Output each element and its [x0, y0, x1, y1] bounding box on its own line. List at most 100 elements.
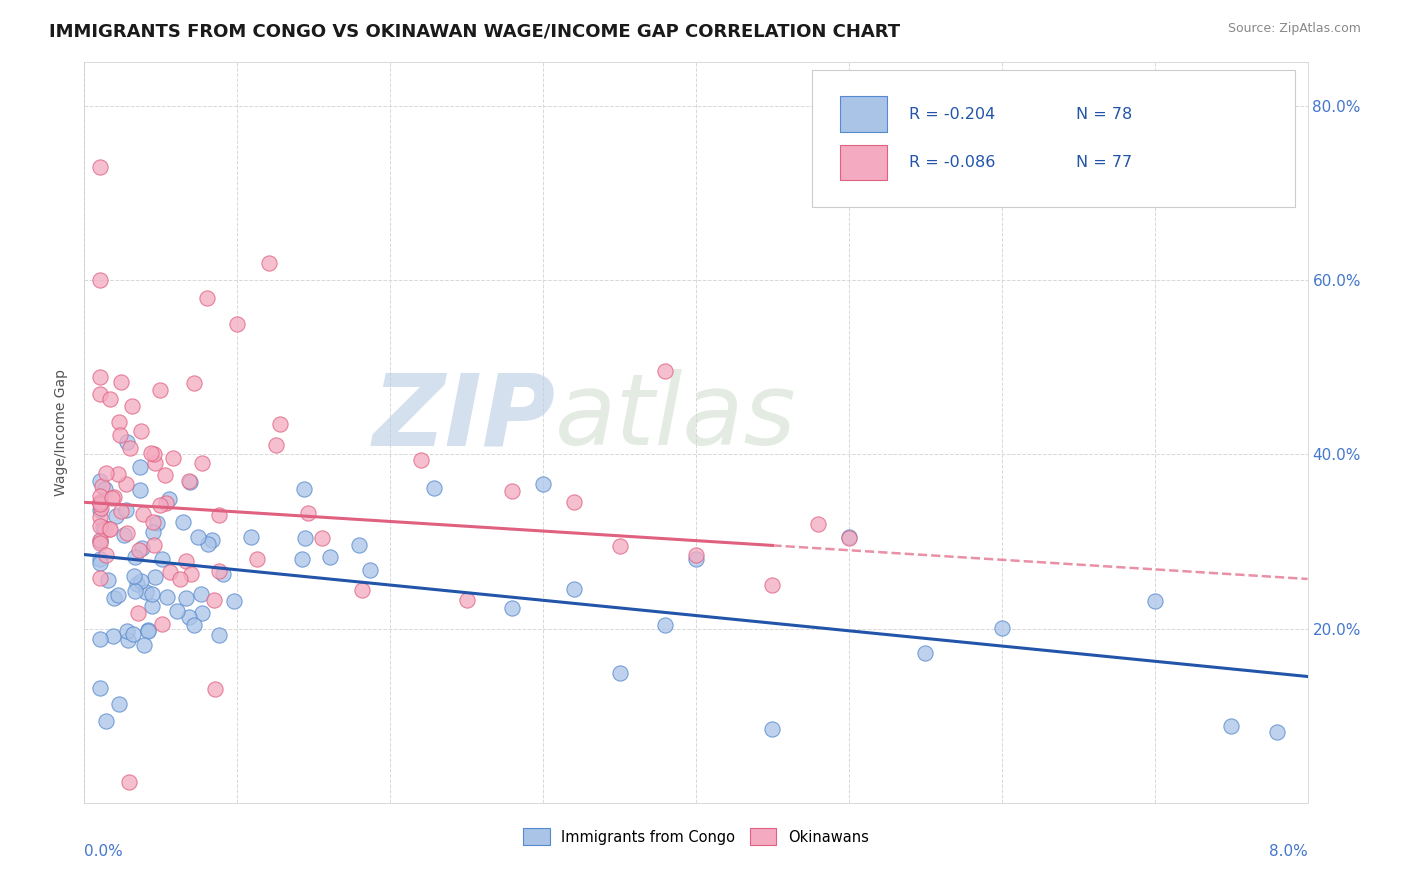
Point	[240, 530, 263, 544]
Point	[294, 531, 316, 545]
Point	[143, 570, 166, 584]
Point	[89, 571, 111, 585]
Point	[128, 459, 150, 474]
Point	[141, 599, 163, 614]
Point	[169, 572, 191, 586]
Point	[269, 417, 291, 431]
Point	[122, 568, 145, 582]
Point	[104, 509, 127, 524]
Point	[423, 481, 446, 495]
Point	[1143, 593, 1166, 607]
Point	[654, 364, 676, 378]
Point	[146, 516, 169, 531]
Point	[838, 531, 860, 545]
Point	[222, 593, 245, 607]
Point	[127, 606, 149, 620]
Point	[110, 375, 132, 389]
Point	[89, 632, 111, 647]
Text: Source: ZipAtlas.com: Source: ZipAtlas.com	[1227, 22, 1361, 36]
Point	[685, 549, 707, 563]
Text: 8.0%: 8.0%	[1268, 844, 1308, 858]
Point	[110, 504, 132, 518]
Point	[90, 501, 112, 516]
Point	[103, 591, 125, 606]
FancyBboxPatch shape	[841, 96, 887, 132]
Point	[157, 492, 180, 507]
Point	[89, 496, 111, 510]
Point	[115, 624, 138, 638]
Point	[991, 621, 1014, 635]
Point	[96, 714, 118, 728]
Point	[141, 587, 163, 601]
Point	[108, 428, 131, 442]
Point	[142, 447, 165, 461]
Point	[89, 681, 111, 696]
Text: 0.0%: 0.0%	[84, 844, 124, 858]
Text: ZIP: ZIP	[373, 369, 555, 467]
Point	[609, 665, 631, 680]
Point	[114, 476, 136, 491]
Point	[172, 515, 194, 529]
Point	[166, 604, 188, 618]
Point	[177, 474, 200, 488]
Point	[91, 479, 114, 493]
Point	[350, 582, 373, 597]
Text: N = 77: N = 77	[1077, 155, 1132, 169]
Point	[149, 498, 172, 512]
Point	[107, 467, 129, 482]
Point	[531, 477, 554, 491]
Point	[112, 528, 135, 542]
Point	[132, 638, 155, 652]
Point	[94, 548, 117, 562]
Point	[121, 399, 143, 413]
Point	[807, 516, 830, 531]
Point	[914, 646, 936, 660]
Point	[180, 567, 202, 582]
Point	[162, 450, 184, 465]
Point	[128, 483, 150, 497]
Point	[89, 535, 111, 549]
Point	[761, 578, 783, 592]
Point	[136, 623, 159, 637]
Point	[131, 541, 153, 555]
Point	[108, 697, 131, 711]
Point	[118, 774, 141, 789]
Point	[159, 565, 181, 579]
Point	[359, 563, 381, 577]
Point	[208, 564, 231, 578]
Point	[838, 531, 860, 545]
Point	[311, 531, 333, 545]
Point	[201, 533, 224, 547]
Point	[212, 567, 235, 582]
Point	[1265, 725, 1288, 739]
Point	[136, 624, 159, 639]
Point	[195, 291, 218, 305]
FancyBboxPatch shape	[813, 70, 1295, 207]
Point	[292, 482, 315, 496]
Point	[129, 574, 152, 589]
Point	[100, 522, 122, 536]
Point	[156, 591, 179, 605]
Point	[129, 424, 152, 438]
Point	[685, 552, 707, 566]
Point	[1220, 719, 1243, 733]
Point	[349, 538, 371, 552]
Point	[115, 503, 138, 517]
Point	[89, 519, 111, 533]
Point	[98, 522, 121, 536]
Point	[91, 520, 114, 534]
Text: N = 78: N = 78	[1077, 107, 1133, 122]
Point	[122, 626, 145, 640]
Point	[319, 550, 342, 565]
Point	[89, 387, 111, 401]
Point	[761, 722, 783, 736]
Point	[150, 551, 173, 566]
Point	[202, 592, 225, 607]
Point	[115, 525, 138, 540]
Point	[183, 376, 205, 390]
Point	[139, 446, 162, 460]
Point	[143, 456, 166, 470]
Point	[124, 550, 146, 565]
Point	[183, 618, 205, 632]
Point	[179, 475, 201, 490]
